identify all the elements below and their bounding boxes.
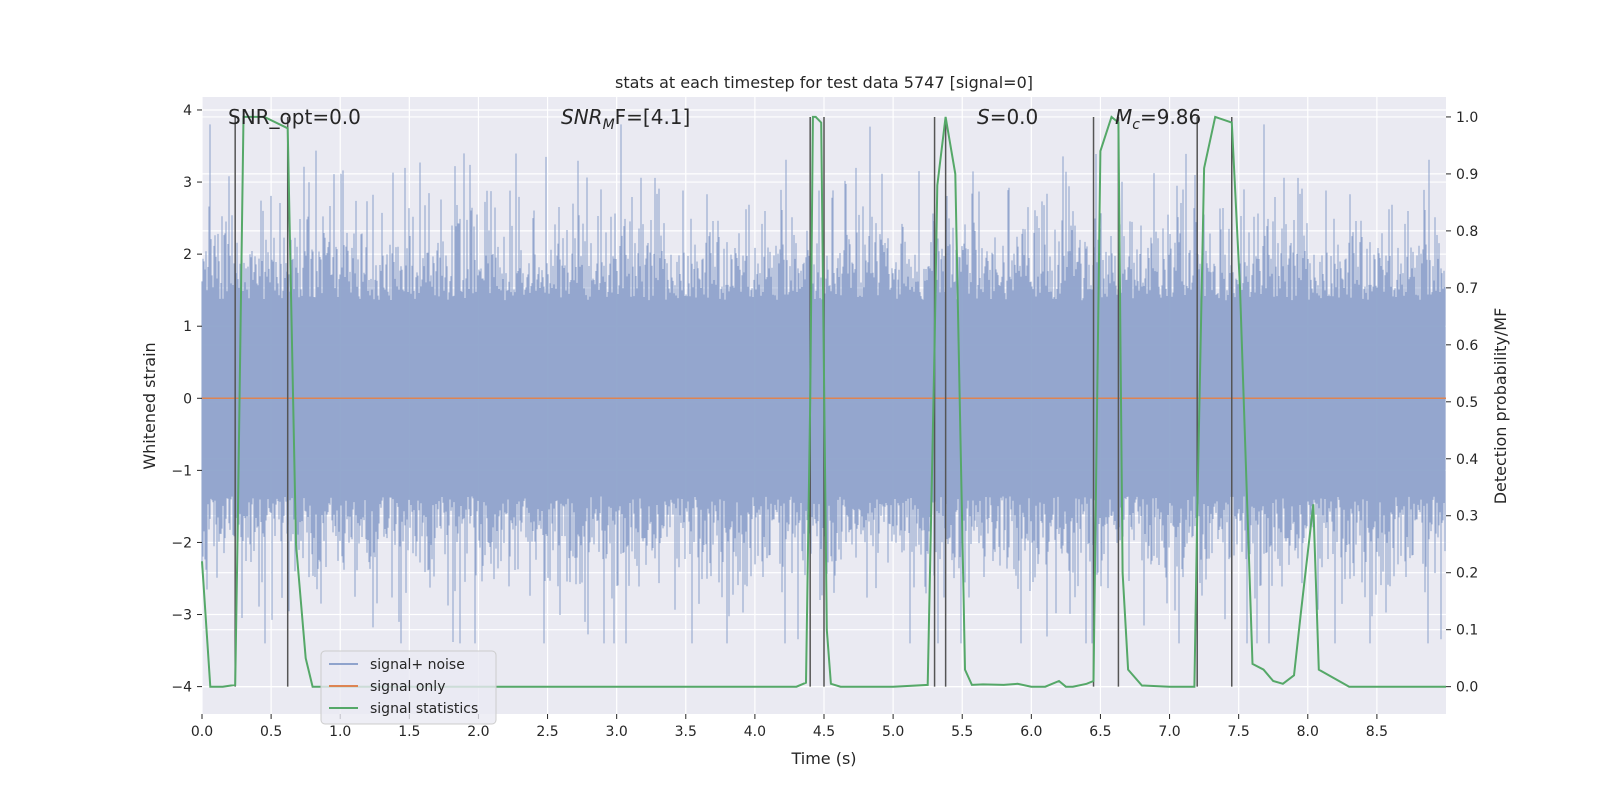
y-right-tick-label-4: 0.4 xyxy=(1456,452,1478,468)
x-tick-label-6: 3.0 xyxy=(606,724,628,740)
legend-label-signal-only: signal only xyxy=(370,679,445,695)
x-tick-label-1: 0.5 xyxy=(260,724,282,740)
legend-label-signal-plus-noise: signal+ noise xyxy=(370,657,465,673)
chart-title: stats at each timestep for test data 574… xyxy=(615,73,1033,92)
y-right-tick-label-8: 0.8 xyxy=(1456,224,1478,240)
y-right-axis-ticks: 0.0 0.1 0.2 0.3 0.4 0.5 0.6 0.7 0.8 0.9 1.0 xyxy=(1446,110,1478,696)
y-right-tick-label-1: 0.1 xyxy=(1456,623,1478,639)
y-left-tick-label-1: −3 xyxy=(171,608,192,624)
x-axis-ticks: 0.0 0.5 1.0 1.5 2.0 2.5 3.0 3.5 4.0 4.5 5.0 5.5 6.0 6… xyxy=(191,714,1388,740)
legend-box xyxy=(320,650,497,725)
x-tick-label-3: 1.5 xyxy=(398,724,420,740)
y-right-tick-label-0: 0.0 xyxy=(1456,680,1478,696)
y-right-tick-label-6: 0.6 xyxy=(1456,338,1478,354)
annotation-mc-base: M xyxy=(1115,105,1132,129)
x-tick-label-0: 0.0 xyxy=(191,724,213,740)
annotation-snr-mf-base: SNR xyxy=(561,105,603,129)
annotation-mc-sub: c xyxy=(1132,117,1140,133)
y-left-tick-label-3: −1 xyxy=(171,463,192,479)
x-tick-label-16: 8.0 xyxy=(1297,724,1319,740)
y-right-tick-label-9: 0.9 xyxy=(1456,167,1478,183)
y-left-tick-label-2: −2 xyxy=(171,535,192,551)
y-left-tick-label-8: 4 xyxy=(183,103,192,119)
legend-label-signal-statistics: signal statistics xyxy=(370,701,478,717)
y-right-axis-label: Detection probability/MF xyxy=(1491,308,1510,505)
annotation-snr-mf-sub: M xyxy=(603,117,615,133)
y-left-axis-ticks: −4 −3 −2 −1 0 1 2 3 4 xyxy=(171,103,202,696)
annotation-snr-mf: SNRMF=[4.1] xyxy=(561,105,690,133)
x-tick-label-13: 6.5 xyxy=(1089,724,1111,740)
x-tick-label-10: 5.0 xyxy=(882,724,904,740)
x-tick-label-7: 3.5 xyxy=(675,724,697,740)
annotation-mc-rest: =9.86 xyxy=(1140,105,1201,129)
y-right-tick-label-2: 0.2 xyxy=(1456,566,1478,582)
y-left-tick-label-6: 2 xyxy=(183,247,192,263)
x-tick-label-15: 7.5 xyxy=(1228,724,1250,740)
y-left-axis-label: Whitened strain xyxy=(140,342,159,469)
x-axis-label: Time (s) xyxy=(790,749,856,768)
annotation-s: S=0.0 xyxy=(977,105,1038,129)
y-right-tick-label-7: 0.7 xyxy=(1456,281,1478,297)
y-right-tick-label-3: 0.3 xyxy=(1456,509,1478,525)
x-tick-label-9: 4.5 xyxy=(813,724,835,740)
y-left-tick-label-4: 0 xyxy=(183,391,192,407)
y-right-tick-label-10: 1.0 xyxy=(1456,110,1478,126)
annotation-s-rest: =0.0 xyxy=(990,105,1039,129)
x-tick-label-12: 6.0 xyxy=(1020,724,1042,740)
x-tick-label-2: 1.0 xyxy=(329,724,351,740)
x-tick-label-14: 7.0 xyxy=(1158,724,1180,740)
y-left-tick-label-0: −4 xyxy=(171,680,192,696)
y-left-tick-label-5: 1 xyxy=(183,319,192,335)
x-tick-label-11: 5.5 xyxy=(951,724,973,740)
y-left-tick-label-7: 3 xyxy=(183,175,192,191)
annotation-s-italic: S xyxy=(977,105,990,129)
x-tick-label-5: 2.5 xyxy=(536,724,558,740)
annotation-mc: Mc=9.86 xyxy=(1115,105,1201,133)
x-tick-label-4: 2.0 xyxy=(467,724,489,740)
x-tick-label-17: 8.5 xyxy=(1366,724,1388,740)
annotation-snr-opt: SNR_opt=0.0 xyxy=(228,105,361,129)
annotation-snr-mf-rest: F=[4.1] xyxy=(615,105,691,129)
y-right-tick-label-5: 0.5 xyxy=(1456,395,1478,411)
legend: signal+ noise signal only signal statist… xyxy=(320,650,497,725)
x-tick-label-8: 4.0 xyxy=(744,724,766,740)
